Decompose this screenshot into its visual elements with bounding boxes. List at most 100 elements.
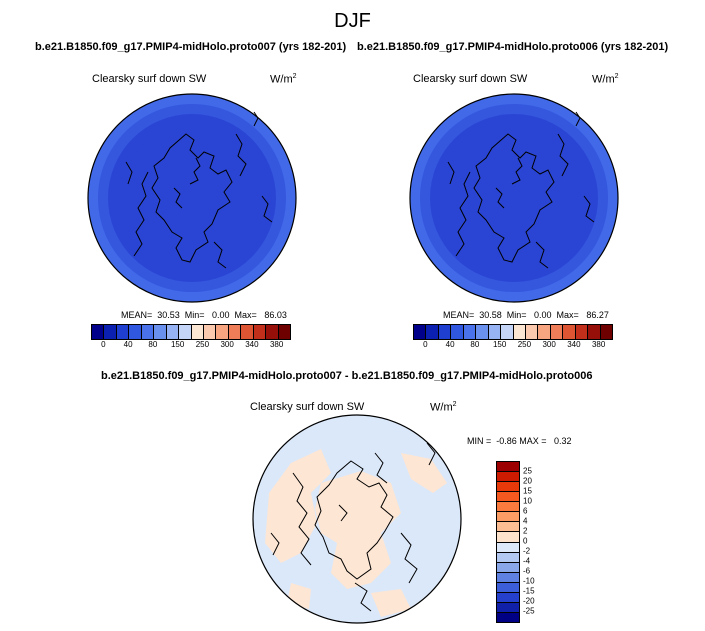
colorbar-swatch: [253, 325, 267, 339]
colorbar-swatch: [241, 325, 254, 339]
colorbar-swatch: [191, 325, 204, 339]
colorbar-tick-label: 340: [567, 340, 581, 349]
colorbar-swatch: [129, 325, 142, 339]
colorbar-swatch: [497, 512, 519, 523]
colorbar-tick-label: -10: [523, 576, 535, 586]
colorbar-swatch: [497, 592, 519, 603]
field-ring: [120, 126, 264, 270]
colorbar-swatch: [497, 502, 519, 513]
colorbar-swatch: [588, 325, 601, 339]
colorbar-tick-label: -6: [523, 566, 531, 576]
left-panel-case-title: b.e21.B1850.f09_g17.PMIP4-midHolo.proto0…: [35, 41, 347, 53]
colorbar-swatch: [497, 582, 519, 593]
colorbar-tick-label: 80: [148, 340, 158, 349]
colorbar-tick-label: 340: [245, 340, 259, 349]
colorbar-swatch: [525, 325, 539, 339]
left-panel-units: W/m2: [270, 73, 297, 86]
colorbar-tick-label: 0: [423, 340, 428, 349]
colorbar-swatch: [497, 522, 519, 533]
colorbar-swatch: [497, 562, 519, 573]
colorbar-tick-label: 300: [220, 340, 234, 349]
colorbar-tick-label: 10: [523, 496, 532, 506]
left-colorbar: [91, 324, 291, 340]
left-map-border: [87, 93, 297, 303]
colorbar-tick-label: 4: [523, 516, 528, 526]
colorbar-tick-label: 380: [269, 340, 284, 349]
colorbar-swatch: [497, 612, 519, 622]
diff-colorbar-labels: 25 20 15 10 6 4 2 0 -2 -4 -6 -10 -15 -20 -25: [523, 461, 553, 621]
colorbar-swatch: [266, 325, 279, 339]
colorbar-swatch: [166, 325, 180, 339]
colorbar-swatch: [92, 325, 105, 339]
colorbar-swatch: [488, 325, 502, 339]
colorbar-tick-label: 80: [470, 340, 480, 349]
diff-colorbar: [496, 461, 520, 623]
colorbar-tick-label: 6: [523, 506, 528, 516]
colorbar-swatch: [426, 325, 439, 339]
left-panel-variable-label: Clearsky surf down SW: [92, 73, 207, 85]
colorbar-swatch: [497, 462, 519, 473]
colorbar-swatch: [497, 532, 519, 543]
colorbar-swatch: [497, 552, 519, 563]
colorbar-tick-label: -4: [523, 556, 531, 566]
colorbar-tick-label: 0: [101, 340, 106, 349]
colorbar-swatch: [476, 325, 489, 339]
colorbar-swatch: [228, 325, 242, 339]
left-panel-stats: MEAN= 30.53 Min= 0.00 Max= 86.03: [121, 310, 287, 320]
colorbar-tick-label: -15: [523, 586, 535, 596]
colorbar-swatch: [216, 325, 229, 339]
colorbar-swatch: [278, 325, 290, 339]
colorbar-tick-label: 15: [523, 486, 532, 496]
right-polar-map: [409, 93, 619, 303]
colorbar-tick-label: 150: [492, 340, 507, 349]
colorbar-tick-label: 25: [523, 466, 532, 476]
left-colorbar-labels: 0 40 80 150 250 300 340 380: [91, 340, 289, 352]
right-panel-variable-label: Clearsky surf down SW: [413, 73, 528, 85]
colorbar-swatch: [116, 325, 130, 339]
diff-polar-map: [252, 414, 462, 624]
colorbar-swatch: [501, 325, 514, 339]
colorbar-swatch: [463, 325, 477, 339]
colorbar-swatch: [497, 492, 519, 503]
colorbar-swatch: [438, 325, 452, 339]
colorbar-swatch: [414, 325, 427, 339]
diff-map-border: [252, 414, 462, 624]
colorbar-tick-label: 2: [523, 526, 528, 536]
colorbar-swatch: [203, 325, 217, 339]
colorbar-swatch: [513, 325, 526, 339]
colorbar-tick-label: 0: [523, 536, 528, 546]
colorbar-tick-label: -20: [523, 596, 535, 606]
colorbar-swatch: [179, 325, 192, 339]
colorbar-tick-label: 40: [123, 340, 133, 349]
colorbar-swatch: [563, 325, 576, 339]
diff-positive-regions: [265, 449, 447, 617]
colorbar-swatch: [497, 542, 519, 553]
colorbar-tick-label: 40: [445, 340, 455, 349]
colorbar-swatch: [538, 325, 551, 339]
figure-title: DJF: [334, 10, 371, 32]
colorbar-tick-label: 20: [523, 476, 532, 486]
colorbar-swatch: [497, 482, 519, 493]
diff-panel-variable-label: Clearsky surf down SW: [250, 401, 365, 413]
colorbar-tick-label: 150: [170, 340, 185, 349]
diff-panel-units: W/m2: [430, 401, 457, 414]
colorbar-swatch: [550, 325, 564, 339]
right-field-rings: [410, 94, 618, 302]
colorbar-swatch: [575, 325, 589, 339]
right-panel-case-title: b.e21.B1850.f09_g17.PMIP4-midHolo.proto0…: [357, 41, 669, 53]
colorbar-tick-label: -2: [523, 546, 531, 556]
diff-coastlines: [270, 442, 436, 612]
right-colorbar-labels: 0 40 80 150 250 300 340 380: [413, 340, 611, 352]
left-field-rings: [88, 94, 296, 302]
colorbar-swatch: [104, 325, 117, 339]
colorbar-swatch: [497, 572, 519, 583]
right-map-border: [409, 93, 619, 303]
colorbar-swatch: [497, 472, 519, 483]
colorbar-swatch: [497, 602, 519, 613]
right-panel-stats: MEAN= 30.58 Min= 0.00 Max= 86.27: [443, 310, 609, 320]
right-panel-units: W/m2: [592, 73, 619, 86]
diff-panel-title: b.e21.B1850.f09_g17.PMIP4-midHolo.proto0…: [101, 370, 593, 382]
colorbar-swatch: [600, 325, 612, 339]
right-colorbar: [413, 324, 613, 340]
colorbar-tick-label: 300: [542, 340, 556, 349]
